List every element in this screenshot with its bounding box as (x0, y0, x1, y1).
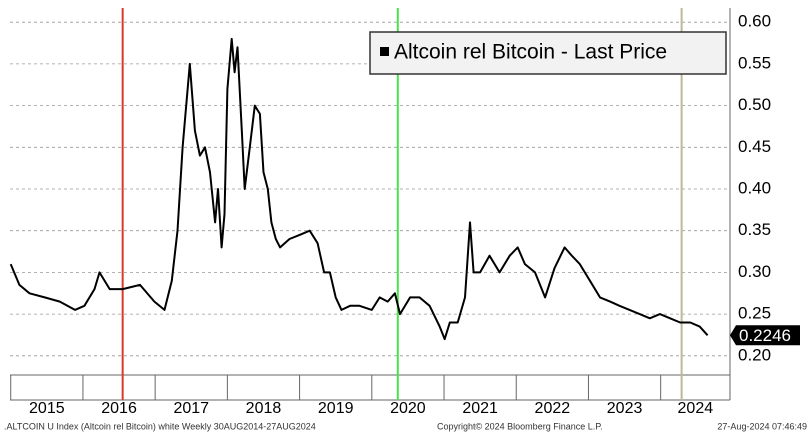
x-tick-label: 2015 (29, 400, 65, 417)
x-tick-label: 2019 (318, 400, 354, 417)
legend-box (369, 31, 727, 75)
y-tick-label: 0.50 (738, 95, 771, 114)
last-price-label: 0.2246 (739, 326, 791, 345)
y-tick-label: 0.30 (738, 262, 771, 281)
y-tick-label: 0.25 (738, 304, 771, 323)
y-tick-label: 0.40 (738, 178, 771, 197)
x-tick-label: 2021 (462, 400, 498, 417)
x-tick-label: 2017 (173, 400, 209, 417)
y-tick-label: 0.35 (738, 220, 771, 239)
legend-label: Altcoin rel Bitcoin - Last Price (394, 41, 667, 64)
footer-center: Copyright© 2024 Bloomberg Finance L.P. (437, 421, 603, 431)
y-tick-label: 0.60 (738, 12, 771, 31)
legend-swatch (380, 47, 389, 56)
footer-left: .ALTCOIN U Index (Altcoin rel Bitcoin) w… (4, 421, 316, 431)
last-price-tag (730, 325, 800, 346)
y-tick-label: 0.45 (738, 137, 771, 156)
x-tick-label: 2016 (101, 400, 137, 417)
y-tick-label: 0.20 (738, 345, 771, 364)
series-line (9, 37, 709, 341)
x-tick-label: 2022 (535, 400, 571, 417)
x-tick-label: 2020 (390, 400, 426, 417)
x-tick-label: 2018 (246, 400, 282, 417)
footer-right: 27-Aug-2024 07:46:49 (717, 421, 807, 431)
x-tick-label: 2023 (607, 400, 643, 417)
x-tick-label: 2024 (678, 400, 714, 417)
y-tick-label: 0.55 (738, 53, 771, 72)
